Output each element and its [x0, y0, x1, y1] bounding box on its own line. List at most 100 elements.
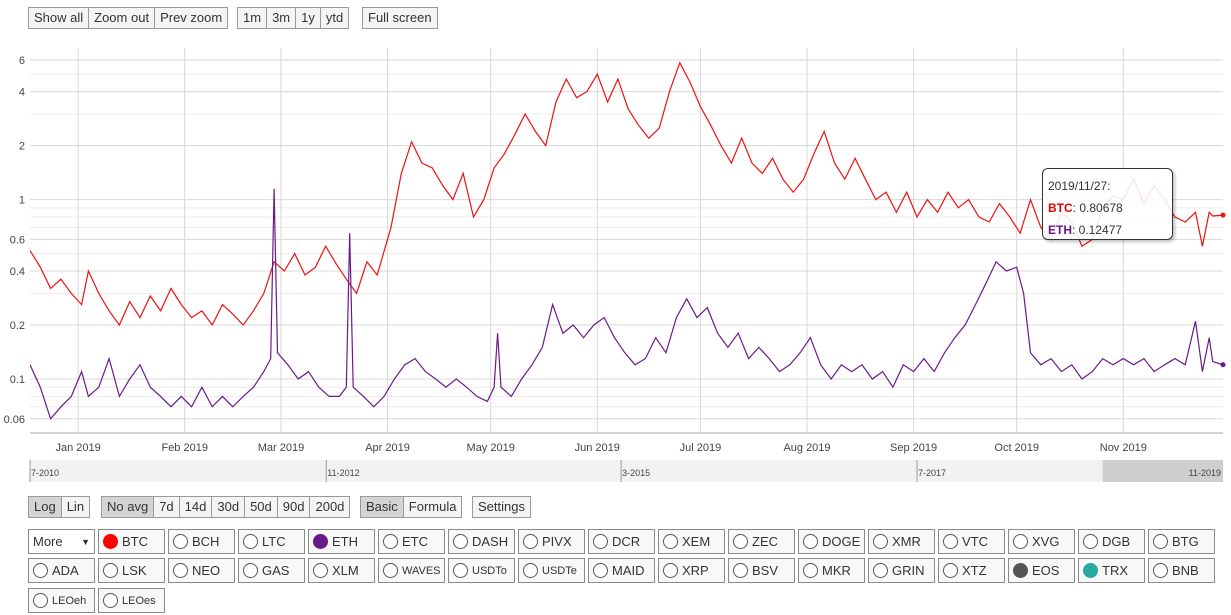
coin-button-usdto[interactable]: USDTo [448, 558, 515, 583]
coin-button-xmr[interactable]: XMR [868, 529, 935, 554]
radio-circle-icon [943, 563, 958, 578]
coin-button-dcr[interactable]: DCR [588, 529, 655, 554]
coin-button-leoes[interactable]: LEOes [98, 588, 165, 613]
radio-circle-icon [1013, 534, 1028, 549]
coin-button-mkr[interactable]: MKR [798, 558, 865, 583]
coin-button-xrp[interactable]: XRP [658, 558, 725, 583]
tooltip-eth-row: ETH: 0.12477 [1048, 219, 1167, 241]
coin-button-eth[interactable]: ETH [308, 529, 375, 554]
coin-button-waves[interactable]: WAVES [378, 558, 445, 583]
x-tick-label: Jul 2019 [680, 442, 722, 454]
radio-circle-icon [523, 563, 538, 578]
full-screen-button[interactable]: Full screen [362, 7, 438, 29]
coin-button-maid[interactable]: MAID [588, 558, 655, 583]
coin-button-eos[interactable]: EOS [1008, 558, 1075, 583]
x-tick-label: Sep 2019 [890, 442, 937, 454]
x-tick-label: Aug 2019 [783, 442, 830, 454]
coin-button-doge[interactable]: DOGE [798, 529, 865, 554]
coin-button-xem[interactable]: XEM [658, 529, 725, 554]
show-all-button[interactable]: Show all [28, 7, 90, 29]
x-tick-label: Oct 2019 [994, 442, 1039, 454]
coin-button-etc[interactable]: ETC [378, 529, 445, 554]
avg-200d-button[interactable]: 200d [309, 496, 351, 518]
coin-label: LTC [262, 534, 286, 549]
coin-button-bsv[interactable]: BSV [728, 558, 795, 583]
avg-50d-button[interactable]: 50d [244, 496, 278, 518]
avg-30d-button[interactable]: 30d [211, 496, 246, 518]
avg-14d-button[interactable]: 14d [178, 496, 213, 518]
lin-scale-button[interactable]: Lin [60, 496, 91, 518]
x-tick-label: Apr 2019 [365, 442, 410, 454]
coin-button-usdte[interactable]: USDTe [518, 558, 585, 583]
log-scale-button[interactable]: Log [28, 496, 62, 518]
period-ytd-button[interactable]: ytd [319, 7, 350, 29]
series-line-eth [30, 188, 1224, 421]
coin-label: DCR [612, 534, 641, 549]
coin-button-trx[interactable]: TRX [1078, 558, 1145, 583]
prev-zoom-button[interactable]: Prev zoom [154, 7, 229, 29]
y-tick-label: 0.06 [4, 414, 25, 426]
settings-button[interactable]: Settings [472, 496, 531, 518]
coin-button-xtz[interactable]: XTZ [938, 558, 1005, 583]
radio-circle-icon [593, 534, 608, 549]
radio-circle-icon [33, 593, 48, 608]
coin-button-xlm[interactable]: XLM [308, 558, 375, 583]
navigator-label: 11-2012 [327, 468, 359, 478]
coin-button-grin[interactable]: GRIN [868, 558, 935, 583]
coin-label: PIVX [542, 534, 572, 549]
radio-circle-icon [1153, 534, 1168, 549]
settings-group: Settings [472, 496, 531, 518]
coin-label: XTZ [962, 563, 987, 578]
coin-label: EOS [1032, 563, 1060, 578]
coin-button-neo[interactable]: NEO [168, 558, 235, 583]
radio-circle-icon [733, 534, 748, 549]
coin-button-gas[interactable]: GAS [238, 558, 305, 583]
navigator-label: 7-2010 [31, 468, 59, 478]
period-3m-button[interactable]: 3m [266, 7, 297, 29]
coin-label: BCH [192, 534, 220, 549]
zoom-out-button[interactable]: Zoom out [88, 7, 156, 29]
coin-label: BTC [122, 534, 148, 549]
formula-mode-button[interactable]: Formula [402, 496, 463, 518]
x-tick-label: Mar 2019 [258, 442, 304, 454]
coin-button-ltc[interactable]: LTC [238, 529, 305, 554]
coin-label: USDTo [472, 564, 507, 577]
coin-button-btg[interactable]: BTG [1148, 529, 1215, 554]
coin-button-bnb[interactable]: BNB [1148, 558, 1215, 583]
avg-button-group: No avg 7d 14d 30d 50d 90d 200d [101, 496, 351, 518]
coin-button-btc[interactable]: BTC [98, 529, 165, 554]
avg-7d-button[interactable]: 7d [153, 496, 180, 518]
tooltip-date: 2019/11/27: [1048, 179, 1111, 193]
radio-circle-icon [1083, 534, 1098, 549]
radio-circle-icon [1013, 563, 1028, 578]
coin-label: ADA [52, 563, 79, 578]
coin-button-xvg[interactable]: XVG [1008, 529, 1075, 554]
radio-circle-icon [103, 563, 118, 578]
coin-label: VTC [962, 534, 988, 549]
coin-button-bch[interactable]: BCH [168, 529, 235, 554]
coin-button-ada[interactable]: ADA [28, 558, 95, 583]
basic-mode-button[interactable]: Basic [360, 496, 404, 518]
navigator-label: 11-2019 [1189, 468, 1221, 478]
coin-button-zec[interactable]: ZEC [728, 529, 795, 554]
more-select[interactable]: More ▼ [28, 529, 95, 554]
coin-label: DASH [472, 534, 509, 549]
price-ratio-chart[interactable]: 0.06 0.1 0.2 0.4 0.6 1 2 4 6 Jan 2019 Feb 2019 Mar … [0, 40, 1231, 485]
y-tick-label: 0.4 [10, 266, 25, 278]
coin-button-leoeh[interactable]: LEOeh [28, 588, 95, 613]
coin-button-dash[interactable]: DASH [448, 529, 515, 554]
coin-row-1: More ▼ BTC BCH LTC ETH ETC DASH PIVX DCR XEM ZEC DO… [28, 529, 1218, 554]
x-tick-label: Nov 2019 [1100, 442, 1147, 454]
coin-button-dgb[interactable]: DGB [1078, 529, 1145, 554]
period-1y-button[interactable]: 1y [295, 7, 321, 29]
tooltip-eth-value: : 0.12477 [1072, 223, 1123, 237]
coin-button-vtc[interactable]: VTC [938, 529, 1005, 554]
coin-button-pivx[interactable]: PIVX [518, 529, 585, 554]
period-1m-button[interactable]: 1m [237, 7, 268, 29]
radio-circle-icon [873, 534, 888, 549]
avg-90d-button[interactable]: 90d [276, 496, 311, 518]
no-avg-button[interactable]: No avg [101, 496, 155, 518]
x-tick-label: May 2019 [467, 442, 515, 454]
coin-button-lsk[interactable]: LSK [98, 558, 165, 583]
coin-label: DOGE [822, 534, 861, 549]
